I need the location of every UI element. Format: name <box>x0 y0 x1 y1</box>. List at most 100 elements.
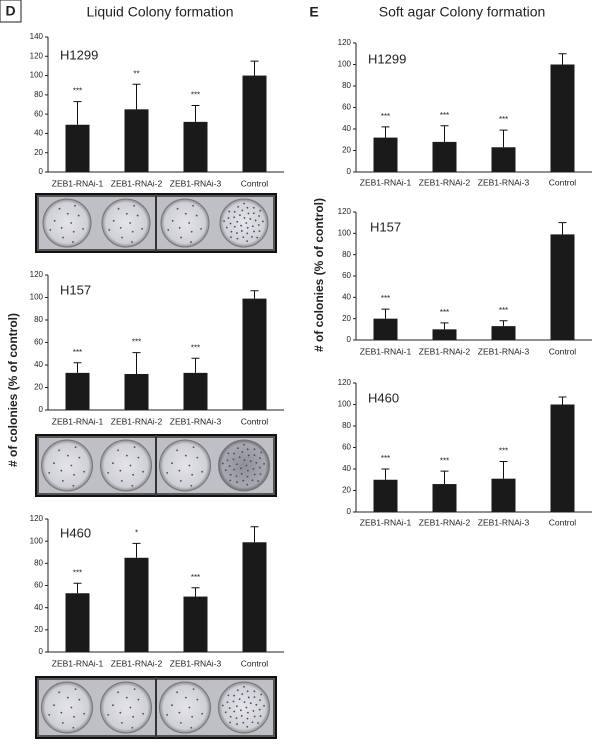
colony-dot <box>49 229 52 231</box>
error-bar <box>191 587 200 597</box>
bar <box>550 64 575 172</box>
bar <box>491 147 516 172</box>
colony-dot <box>190 726 193 729</box>
colony-dot <box>221 462 224 465</box>
colony-dot <box>235 463 238 466</box>
bar <box>124 109 149 172</box>
bar <box>491 478 516 512</box>
y-tick-label: 60 <box>342 103 351 112</box>
colony-dot <box>60 469 63 472</box>
colony-dot <box>171 462 173 465</box>
significance-label: *** <box>73 87 82 96</box>
colony-dot <box>66 212 69 215</box>
panel-label-box <box>0 0 22 23</box>
colony-dot <box>120 722 123 724</box>
colony-dot <box>258 466 261 469</box>
colony-dot <box>178 226 181 229</box>
colony-dot <box>226 459 229 462</box>
colony-dot <box>125 696 128 699</box>
colony-dot <box>112 219 115 222</box>
colony-dot <box>246 240 249 243</box>
x-tick-label: ZEB1-RNAi-1 <box>52 178 104 188</box>
colony-dot <box>242 721 245 724</box>
colony-dot <box>251 225 254 228</box>
y-tick-label: 100 <box>30 71 44 80</box>
significance-label: *** <box>440 456 449 465</box>
colony-dot <box>129 706 132 709</box>
colony-dot <box>249 702 252 705</box>
colony-dot <box>247 696 250 699</box>
colony-dot <box>256 236 259 239</box>
colony-dot <box>243 459 246 462</box>
colony-dot <box>184 696 187 699</box>
colony-dot <box>259 473 262 476</box>
y-tick-label: 80 <box>342 81 351 90</box>
colony-dot <box>112 462 114 465</box>
error-bar <box>73 582 82 594</box>
y-tick-label: 0 <box>39 405 44 414</box>
bar <box>550 234 575 340</box>
colony-dot <box>192 446 195 449</box>
significance-label: *** <box>499 115 508 124</box>
colony-dot <box>191 473 194 476</box>
error-bar <box>381 308 390 319</box>
colony-dot <box>235 705 238 708</box>
bar <box>373 479 398 512</box>
colony-dot <box>251 721 254 724</box>
error-bar <box>381 468 390 480</box>
colony-dot <box>117 449 120 452</box>
y-tick-label: 20 <box>34 148 43 157</box>
colony-dot <box>229 479 232 482</box>
colony-dot <box>243 202 245 205</box>
x-tick-label: ZEB1-RNAi-3 <box>170 658 222 668</box>
error-bar <box>250 290 259 299</box>
colony-dot <box>236 689 239 692</box>
colony-dot <box>253 715 256 718</box>
well <box>159 681 211 734</box>
colony-dot <box>60 226 63 229</box>
colony-dot <box>224 711 227 714</box>
x-tick-label: ZEB1-RNAi-1 <box>360 517 412 527</box>
colony-dot <box>195 214 198 217</box>
x-tick-label: ZEB1-RNAi-3 <box>170 416 222 426</box>
colony-dot <box>259 457 261 459</box>
significance-label: *** <box>191 343 200 352</box>
colony-dot <box>240 224 242 227</box>
colony-dot <box>192 688 195 691</box>
colony-dot <box>229 473 232 476</box>
colony-dot <box>66 696 69 699</box>
colony-dot <box>179 722 182 724</box>
colony-dot <box>227 694 230 697</box>
colony-dot <box>184 212 187 215</box>
x-tick-label: ZEB1-RNAi-2 <box>111 416 163 426</box>
x-tick-label: ZEB1-RNAi-1 <box>360 346 412 356</box>
colony-dot <box>243 701 246 704</box>
colony-dot <box>70 222 73 224</box>
y-tick-label: 0 <box>39 647 44 656</box>
colony-dot <box>188 706 191 709</box>
colony-dot <box>131 230 134 233</box>
error-bar <box>499 129 508 148</box>
colony-dot <box>73 473 76 476</box>
colony-dot <box>246 232 249 235</box>
colony-dot <box>236 220 239 223</box>
x-tick-label: ZEB1-RNAi-2 <box>111 178 163 188</box>
y-tick-label: 60 <box>34 109 43 118</box>
bar <box>432 329 457 340</box>
colony-dot <box>260 693 263 696</box>
colony-dot <box>263 704 265 707</box>
colony-dot <box>245 464 248 467</box>
colony-dot <box>188 464 191 467</box>
colony-dot <box>129 464 132 467</box>
colony-dot <box>243 443 245 446</box>
x-tick-label: ZEB1-RNAi-3 <box>170 178 222 188</box>
colony-dot <box>252 206 255 209</box>
colony-dot <box>258 708 261 711</box>
colony-dot <box>225 226 228 229</box>
colony-dot <box>246 717 249 720</box>
colony-dot <box>72 230 75 233</box>
colony-dot <box>72 484 75 487</box>
colony-dot <box>232 700 235 703</box>
colony-dot <box>190 241 192 243</box>
colony-dot <box>242 236 245 239</box>
